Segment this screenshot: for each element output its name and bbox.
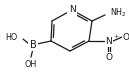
- Text: +: +: [113, 34, 118, 38]
- Text: NH$_2$: NH$_2$: [110, 7, 127, 19]
- Text: B: B: [30, 40, 36, 50]
- Text: N: N: [69, 5, 75, 15]
- Text: N: N: [106, 36, 112, 45]
- Text: O: O: [106, 52, 112, 61]
- Text: O: O: [123, 32, 129, 41]
- Text: OH: OH: [25, 60, 37, 69]
- Text: HO: HO: [5, 32, 17, 41]
